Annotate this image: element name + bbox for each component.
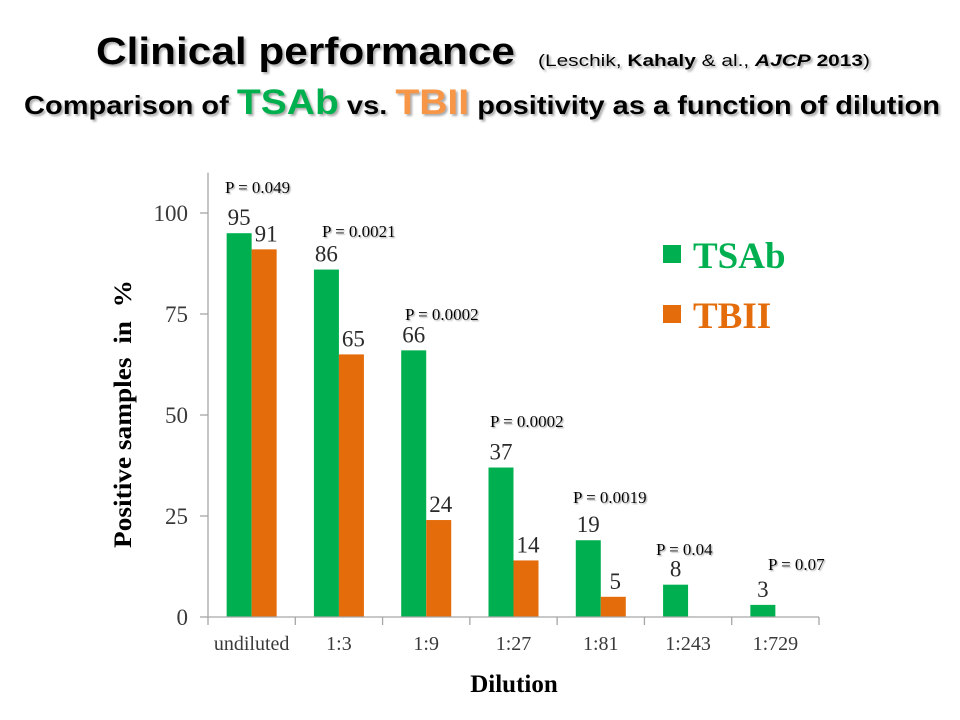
p-value-label: P = 0.0021 [322, 222, 396, 241]
bars [226, 233, 776, 618]
citation-open: (Leschik, [538, 51, 627, 70]
legend-swatch-tsab [663, 245, 681, 263]
y-tick-label: 75 [165, 302, 188, 327]
x-tick-label: 1:9 [413, 633, 439, 655]
slide-title: Clinical performance [96, 31, 515, 73]
legend-label-tsab: TSAb [693, 236, 786, 277]
bar-tsab-1:243 [663, 584, 689, 617]
bar-tsab-1:81 [575, 540, 601, 617]
y-axis-title: Positive samples in % [110, 280, 137, 548]
x-axis-title: Dilution [470, 671, 558, 698]
subtitle-vs: vs. [339, 90, 395, 120]
bar-tbii-1:27 [513, 560, 539, 617]
subtitle-tbii: TBII [395, 83, 469, 122]
citation: (Leschik, Kahaly & al., AJCP 2013) [538, 51, 870, 70]
value-label-tsab: 86 [315, 242, 338, 267]
bar-tsab-undiluted [226, 233, 252, 617]
p-value-label: P = 0.07 [768, 555, 825, 574]
value-label-tsab: 8 [670, 557, 682, 582]
p-value-label: P = 0.0002 [490, 412, 564, 431]
bar-tsab-1:9 [401, 350, 427, 617]
citation-close: ) [863, 51, 870, 70]
p-value-annotations: P = 0.049 P = 0.0021 P = 0.0002 P = 0.0002 P… [225, 178, 825, 574]
bar-tsab-1:3 [313, 269, 339, 617]
value-label-tsab: 95 [228, 205, 251, 230]
value-label-tbii: 14 [517, 532, 541, 557]
p-value-label: P = 0.0002 [405, 305, 479, 324]
legend-swatch-tbii [663, 305, 681, 323]
value-label-tbii: 5 [610, 569, 622, 594]
x-tick-label: 1:243 [665, 633, 711, 655]
citation-mid: & al., [696, 51, 755, 70]
bar-tbii-1:81 [600, 596, 626, 617]
value-labels: 95 86 66 37 19 8 3 91 65 24 14 5 [228, 205, 769, 602]
bar-tbii-1:9 [426, 520, 452, 617]
subtitle-tsab: TSAb [237, 83, 339, 122]
citation-author: Kahaly [627, 51, 696, 70]
y-tick-label: 50 [165, 403, 188, 428]
x-tick-label: 1:81 [583, 633, 619, 655]
bar-chart: 0 25 50 75 100 undiluted 1:3 1:9 1:27 1:81 1:243 1:… [110, 172, 825, 698]
value-label-tbii: 65 [342, 326, 365, 351]
value-label-tbii: 91 [255, 221, 278, 246]
value-label-tsab: 66 [402, 322, 425, 347]
citation-journal: AJCP [754, 51, 812, 70]
p-value-label: P = 0.0019 [573, 488, 647, 507]
axes [200, 172, 820, 625]
subtitle-suffix: positivity as a function of dilution [469, 90, 940, 120]
bar-tsab-1:729 [750, 604, 776, 617]
value-label-tsab: 19 [577, 512, 600, 537]
y-tick-label: 0 [177, 605, 189, 630]
p-value-label: P = 0.04 [656, 540, 713, 559]
y-tick-label: 100 [154, 201, 189, 226]
x-tick-label: 1:3 [326, 633, 352, 655]
bar-tbii-1:3 [338, 354, 364, 617]
x-tick-label: undiluted [214, 633, 290, 655]
legend: TSAb TBII [663, 236, 786, 337]
slide-subtitle: Comparison of TSAb vs. TBII positivity a… [24, 83, 940, 122]
x-tick-label: 1:729 [753, 633, 799, 655]
y-tick-label: 25 [165, 504, 188, 529]
citation-year: 2013 [811, 51, 863, 70]
p-value-label: P = 0.049 [225, 178, 290, 197]
x-tick-label: 1:27 [496, 633, 532, 655]
bar-tsab-1:27 [488, 467, 514, 617]
tick-labels: 0 25 50 75 100 undiluted 1:3 1:9 1:27 1:81 1:243 1:… [154, 201, 799, 655]
value-label-tsab: 3 [757, 577, 769, 602]
legend-label-tbii: TBII [693, 296, 771, 337]
value-label-tsab: 37 [490, 440, 513, 465]
bar-tbii-undiluted [251, 249, 277, 618]
subtitle-prefix: Comparison of [24, 90, 237, 120]
value-label-tbii: 24 [429, 492, 453, 517]
